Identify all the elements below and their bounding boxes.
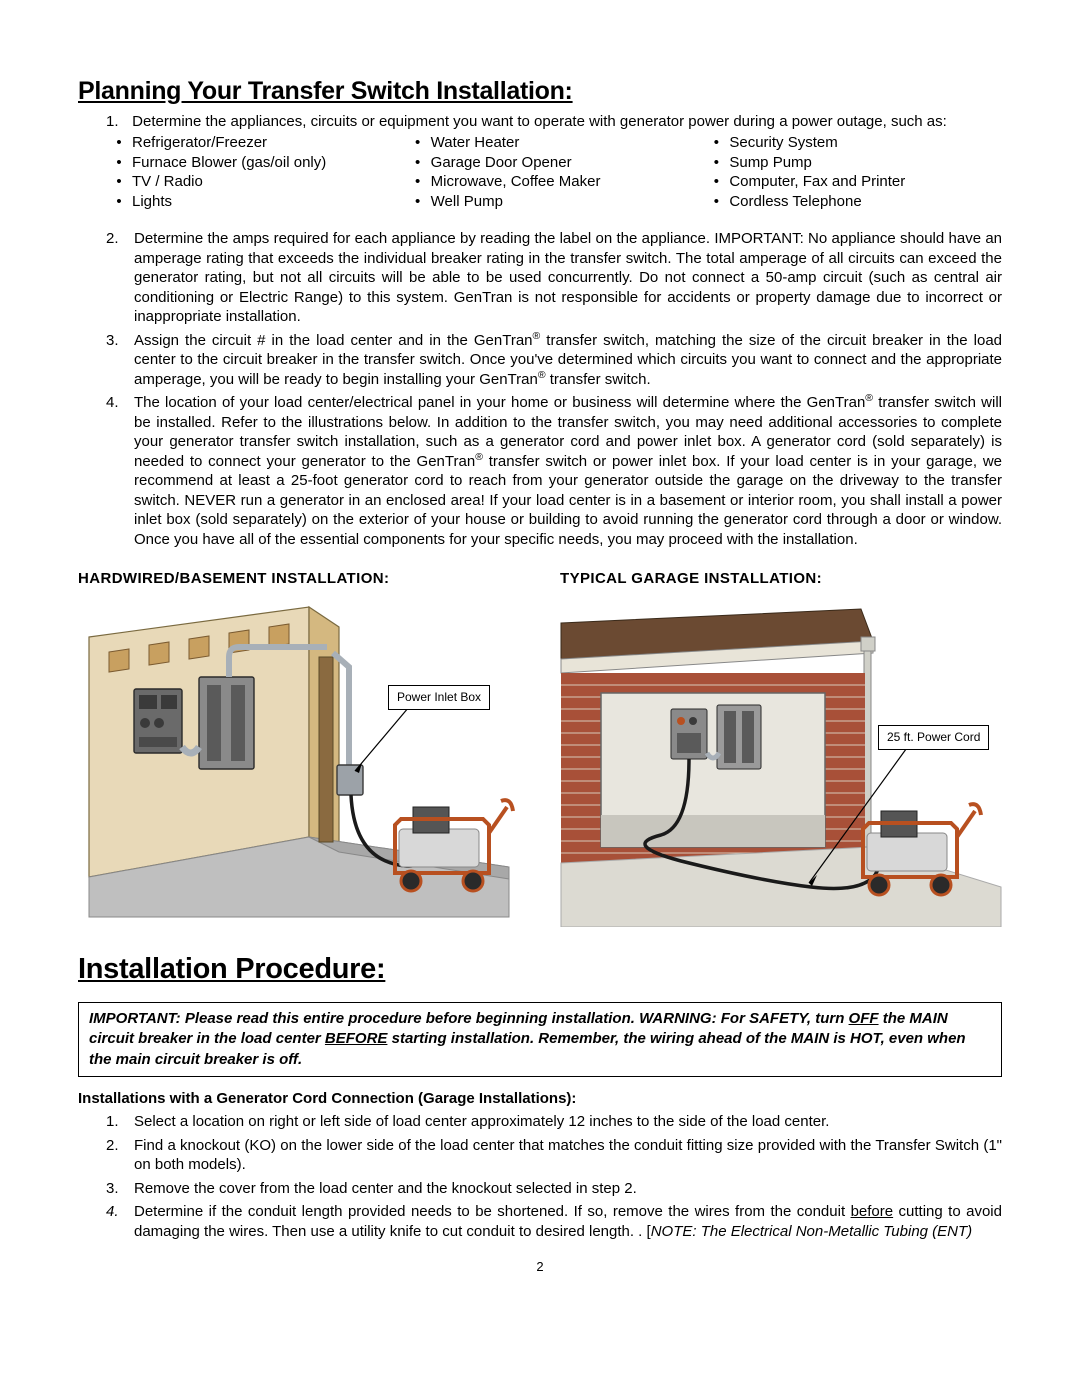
diagram-title-left: HARDWIRED/BASEMENT INSTALLATION: (78, 569, 520, 589)
list-item: Microwave, Coffee Maker (405, 172, 704, 192)
appliance-col-3: Security System Sump Pump Computer, Fax … (703, 133, 1002, 211)
garage-diagram: 25 ft. Power Cord (560, 597, 1002, 927)
diagram-left: HARDWIRED/BASEMENT INSTALLATION: (78, 569, 520, 927)
warning-box: IMPORTANT: Please read this entire proce… (78, 1002, 1002, 1077)
warning-before: BEFORE (325, 1030, 388, 1047)
list-item: Water Heater (405, 133, 704, 153)
list-item: Computer, Fax and Printer (703, 172, 1002, 192)
step-text: Remove the cover from the load center an… (134, 1179, 1002, 1199)
list-item: Sump Pump (703, 153, 1002, 173)
basement-diagram: Power Inlet Box (78, 597, 520, 927)
list-item: Garage Door Opener (405, 153, 704, 173)
list-item: 4. The location of your load center/elec… (106, 393, 1002, 549)
step-number: 2. (106, 1136, 134, 1175)
step-text: Determine the amps required for each app… (134, 229, 1002, 327)
planning-steps: 2. Determine the amps required for each … (106, 229, 1002, 549)
list-item: 2. Determine the amps required for each … (106, 229, 1002, 327)
list-item: 4. Determine if the conduit length provi… (106, 1202, 1002, 1241)
procedure-title: Installation Procedure: (78, 951, 1002, 989)
page-number: 2 (78, 1259, 1002, 1276)
appliance-columns: Refrigerator/Freezer Furnace Blower (gas… (106, 133, 1002, 211)
list-item: Lights (106, 192, 405, 212)
appliance-col-2: Water Heater Garage Door Opener Microwav… (405, 133, 704, 211)
step-number: 4. (106, 393, 134, 549)
garage-svg (560, 597, 1002, 927)
basement-svg (78, 597, 520, 927)
step-text: The location of your load center/electri… (134, 393, 1002, 549)
list-item: 2. Find a knockout (KO) on the lower sid… (106, 1136, 1002, 1175)
page-title: Planning Your Transfer Switch Installati… (78, 75, 1002, 108)
list-item: 3. Assign the circuit # in the load cent… (106, 331, 1002, 390)
list-item: Well Pump (405, 192, 704, 212)
list-item: Furnace Blower (gas/oil only) (106, 153, 405, 173)
step-number: 2. (106, 229, 134, 327)
step-text: Select a location on right or left side … (134, 1112, 1002, 1132)
step-text: Find a knockout (KO) on the lower side o… (134, 1136, 1002, 1175)
step-text: Assign the circuit # in the load center … (134, 331, 1002, 390)
list-item: Cordless Telephone (703, 192, 1002, 212)
diagram-title-right: TYPICAL GARAGE INSTALLATION: (560, 569, 1002, 589)
list-item: Refrigerator/Freezer (106, 133, 405, 153)
callout-power-cord: 25 ft. Power Cord (878, 725, 989, 751)
list-item: 1. Select a location on right or left si… (106, 1112, 1002, 1132)
warning-text: IMPORTANT: Please read this entire proce… (89, 1010, 849, 1027)
step-number: 3. (106, 1179, 134, 1199)
diagram-row: HARDWIRED/BASEMENT INSTALLATION: (78, 569, 1002, 927)
step-number: 1. (106, 112, 128, 132)
appliance-col-1: Refrigerator/Freezer Furnace Blower (gas… (106, 133, 405, 211)
procedure-steps: 1. Select a location on right or left si… (106, 1112, 1002, 1241)
callout-power-inlet: Power Inlet Box (388, 685, 490, 711)
list-item: 3. Remove the cover from the load center… (106, 1179, 1002, 1199)
list-item: TV / Radio (106, 172, 405, 192)
step-number: 1. (106, 1112, 134, 1132)
intro-step-1: 1. Determine the appliances, circuits or… (106, 112, 1002, 132)
procedure-subheading: Installations with a Generator Cord Conn… (78, 1089, 1002, 1109)
warning-off: OFF (849, 1010, 879, 1027)
step-text: Determine the appliances, circuits or eq… (132, 113, 947, 130)
step-text: Determine if the conduit length provided… (134, 1202, 1002, 1241)
step-number: 3. (106, 331, 134, 390)
diagram-right: TYPICAL GARAGE INSTALLATION: (560, 569, 1002, 927)
list-item: Security System (703, 133, 1002, 153)
step-number: 4. (106, 1202, 134, 1241)
